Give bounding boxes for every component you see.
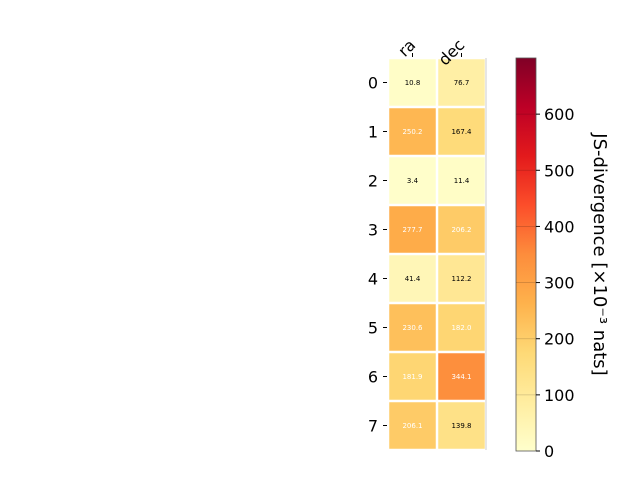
colorbar-tick-label: 500 (544, 161, 575, 180)
heatmap-cell-3-dec (438, 206, 485, 253)
heatmap-cell-6-ra (389, 353, 436, 400)
colorbar-tick-label: 0 (544, 442, 554, 461)
heatmap-cell-0-ra (389, 59, 436, 106)
colorbar-gradient (515, 57, 537, 452)
cell-value-label: 11.4 (454, 177, 470, 185)
colorbar-tick-label: 400 (544, 217, 575, 236)
colorbar: 0 100 200 300 400 500 600 JS-divergence [×10⁻³ … (515, 57, 610, 461)
cell-value-label: 10.8 (405, 79, 421, 87)
heatmap-cell-2-dec (438, 157, 485, 204)
cell-value-label: 206.2 (451, 226, 471, 234)
heatmap-cell-7-dec (438, 402, 485, 449)
heatmap-cell-7-ra (389, 402, 436, 449)
heatmap-cell-5-ra (389, 304, 436, 351)
cell-value-label: 344.1 (451, 373, 471, 381)
heatmap-cell-4-ra (389, 255, 436, 302)
colorbar-label: JS-divergence [×10⁻³ nats] (589, 132, 610, 375)
cell-value-label: 277.7 (402, 226, 422, 234)
heatmap-axes: 10.8 76.7 250.2 167.4 3.4 11.4 277.7 206.2 41.4 1… (368, 35, 487, 450)
column-tick-label: ra (394, 35, 419, 60)
row-tick-label: 3 (368, 221, 378, 240)
cell-value-label: 206.1 (402, 422, 422, 430)
cell-value-label: 182.0 (451, 324, 471, 332)
row-tick-label: 0 (368, 74, 378, 93)
colorbar-tick-label: 200 (544, 330, 575, 349)
cell-value-label: 3.4 (407, 177, 419, 185)
row-tick-label: 6 (368, 368, 378, 387)
heatmap-cell-0-dec (438, 59, 485, 106)
cell-value-label: 181.9 (402, 373, 422, 381)
cell-value-label: 112.2 (451, 275, 471, 283)
heatmap-cell-2-ra (389, 157, 436, 204)
cell-value-label: 41.4 (405, 275, 421, 283)
cell-value-label: 250.2 (402, 128, 422, 136)
row-tick-label: 4 (368, 270, 378, 289)
heatmap-cell-4-dec (438, 255, 485, 302)
cell-value-label: 139.8 (451, 422, 471, 430)
colorbar-tick-label: 600 (544, 105, 575, 124)
colorbar-tick-label: 300 (544, 274, 575, 293)
cell-value-label: 230.6 (402, 324, 423, 332)
row-tick-label: 5 (368, 319, 378, 338)
cell-value-label: 76.7 (454, 79, 470, 87)
colorbar-tick-label: 100 (544, 386, 575, 405)
heatmap-cell-6-dec (438, 353, 485, 400)
row-tick-label: 2 (368, 172, 378, 191)
row-tick-label: 7 (368, 417, 378, 436)
heatmap-cell-1-ra (389, 108, 436, 155)
heatmap-cell-1-dec (438, 108, 485, 155)
row-tick-label: 1 (368, 123, 378, 142)
heatmap-cell-5-dec (438, 304, 485, 351)
heatmap-cell-3-ra (389, 206, 436, 253)
cell-value-label: 167.4 (451, 128, 472, 136)
